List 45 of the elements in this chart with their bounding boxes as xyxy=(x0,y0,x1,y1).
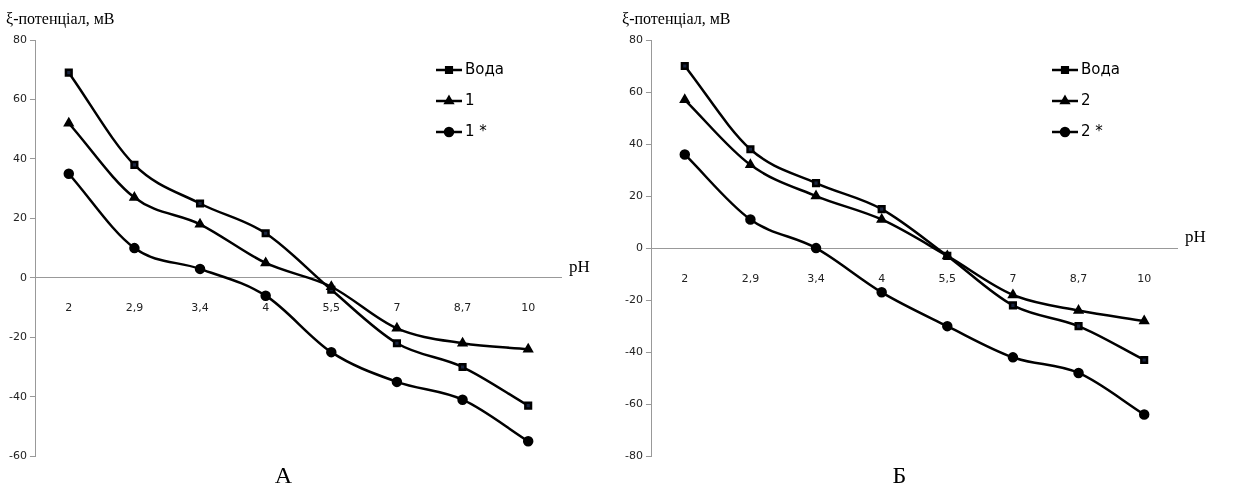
y-axis-title: ξ-потенціал, мВ xyxy=(6,10,115,29)
x-tick-label: 8,7 xyxy=(1069,271,1088,285)
x-tick-label: 5,5 xyxy=(938,271,957,285)
x-tick-label: 2 xyxy=(681,271,689,285)
y-tick-label: 0 xyxy=(635,240,643,254)
y-tick-label: -80 xyxy=(625,449,643,463)
x-tick-label: 7 xyxy=(393,301,401,315)
y-tick-label: 20 xyxy=(12,211,27,225)
legend-label: 1 xyxy=(465,90,475,109)
x-axis-title: pH xyxy=(569,256,590,276)
x-tick-label: 2 xyxy=(65,301,73,315)
x-tick-label: 8,7 xyxy=(453,301,472,315)
y-tick-label: -60 xyxy=(9,449,27,463)
x-tick-label: 10 xyxy=(521,301,536,315)
y-tick-label: 80 xyxy=(12,32,27,46)
y-axis-title: ξ-потенціал, мВ xyxy=(622,10,731,29)
y-tick-label: 20 xyxy=(628,188,643,202)
y-tick-label: 80 xyxy=(628,32,643,46)
x-tick-label: 7 xyxy=(1009,271,1017,285)
x-tick-label: 3,4 xyxy=(191,301,209,315)
x-tick-label: 2,9 xyxy=(125,301,144,315)
y-tick-label: 40 xyxy=(12,151,27,165)
x-tick-label: 5,5 xyxy=(322,301,341,315)
x-tick-label: 4 xyxy=(878,271,886,285)
text: А xyxy=(274,461,293,488)
x-axis-title: pH xyxy=(1185,227,1206,247)
legend-label: 2 * xyxy=(1081,121,1104,140)
text: Б xyxy=(892,461,907,488)
x-tick-label: 2,9 xyxy=(741,271,760,285)
y-tick-label: 40 xyxy=(628,136,643,150)
x-tick-label: 3,4 xyxy=(807,271,825,285)
y-tick-label: 0 xyxy=(19,270,27,284)
legend-label: Вода xyxy=(465,59,505,78)
y-tick-label: 60 xyxy=(12,92,27,106)
legend-label: Вода xyxy=(1081,59,1121,78)
y-tick-label: -60 xyxy=(625,397,643,411)
legend-label: 1 * xyxy=(465,121,488,140)
y-tick-label: -40 xyxy=(625,345,643,359)
y-tick-label: -20 xyxy=(9,330,27,344)
x-tick-label: 10 xyxy=(1137,271,1152,285)
x-tick-label: 4 xyxy=(262,301,270,315)
y-tick-label: -40 xyxy=(9,389,27,403)
legend-label: 2 xyxy=(1081,90,1091,109)
y-tick-label: -20 xyxy=(625,292,643,306)
y-tick-label: 60 xyxy=(628,84,643,98)
